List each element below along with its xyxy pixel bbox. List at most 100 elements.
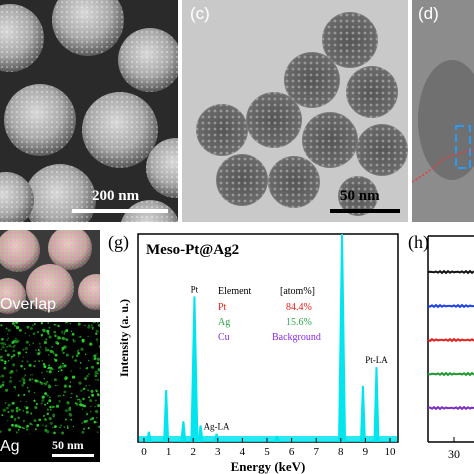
particle-texture: [82, 92, 158, 168]
ag-dot: [53, 378, 57, 382]
ag-dot: [28, 433, 31, 435]
ag-dot: [54, 358, 58, 362]
ag-dot: [35, 379, 38, 383]
ag-dot: [4, 343, 7, 346]
particle-texture: [246, 92, 302, 148]
ag-dot: [95, 332, 98, 335]
ag-dot: [3, 366, 7, 370]
table-value: 84.4%: [286, 302, 312, 313]
panel-label: (d): [418, 4, 439, 23]
ag-dot: [66, 425, 69, 427]
particle-texture: [268, 156, 320, 208]
ag-dot: [97, 322, 99, 324]
ag-dot: [7, 337, 9, 339]
spectrum-peak: [145, 431, 152, 442]
ag-dot: [61, 431, 65, 435]
ag-dot: [4, 360, 7, 363]
ag-dot: [46, 408, 49, 411]
ag-dot: [96, 392, 100, 396]
ag-dot: [34, 360, 36, 362]
ag-dot: [61, 330, 64, 333]
ag-dot: [12, 401, 15, 405]
ag-dot: [56, 342, 60, 345]
map-label: Ag: [0, 438, 20, 455]
ag-dot: [71, 332, 75, 336]
ag-dot: [48, 399, 52, 403]
ag-dot: [10, 358, 13, 360]
ag-dot: [73, 339, 76, 343]
scale-label: 50 nm: [52, 438, 84, 452]
ag-dot: [93, 420, 97, 424]
ag-dot: [40, 371, 44, 374]
ag-dot: [1, 345, 5, 349]
ag-dot: [40, 402, 43, 405]
ag-dot: [91, 326, 94, 329]
ag-dot: [0, 342, 3, 345]
ag-dot: [54, 334, 57, 338]
spectrum-trace: [427, 337, 474, 343]
ag-dot: [54, 384, 57, 387]
table-header-atom: [atom%]: [280, 286, 315, 297]
ag-dot: [86, 413, 89, 416]
ag-dot: [95, 399, 97, 402]
ag-dot: [89, 411, 92, 413]
ag-dot: [46, 430, 50, 434]
ag-dot: [6, 339, 8, 341]
ag-dot: [14, 388, 17, 390]
ag-dot: [44, 403, 47, 406]
ag-dot: [6, 346, 8, 348]
ag-dot: [25, 400, 27, 403]
particle-texture: [4, 84, 76, 156]
ag-dot: [24, 375, 26, 377]
ag-dot: [1, 359, 3, 361]
tem-particles: [196, 12, 408, 216]
ag-dot: [65, 377, 68, 380]
ag-dot: [61, 364, 65, 368]
ag-dot: [32, 342, 34, 345]
overlap-particles: [0, 230, 100, 314]
spectrum-trace: [427, 303, 474, 309]
ag-dot: [66, 427, 69, 429]
panel-label: (h): [408, 232, 429, 253]
particle-texture: [216, 154, 268, 206]
ag-dot: [63, 390, 67, 394]
ag-dot: [25, 410, 29, 414]
scale-bar: [52, 454, 94, 457]
ag-dot: [38, 360, 41, 363]
ag-dot: [30, 327, 33, 330]
peak-label: Pt-LA: [365, 355, 388, 365]
ag-dot: [55, 404, 60, 408]
eds-overlap-map: Overlap: [0, 230, 100, 318]
ag-dot: [38, 342, 41, 345]
ag-dot: [38, 418, 42, 422]
ag-dot: [29, 422, 32, 425]
ag-dot: [6, 406, 9, 410]
ag-dot: [0, 385, 2, 389]
ag-dot: [46, 394, 49, 397]
ag-dot: [23, 379, 26, 382]
ag-dot: [21, 426, 24, 429]
ag-dot: [7, 411, 10, 413]
spectrum-peak: [190, 296, 199, 442]
ag-dot: [50, 409, 52, 411]
ag-dot: [77, 398, 79, 401]
ag-dot: [74, 359, 77, 362]
ag-dot: [62, 394, 65, 397]
hrtem-image-panel: (d): [412, 0, 474, 222]
peak-label: Pt: [191, 284, 199, 294]
ag-dot: [46, 402, 49, 405]
ag-dot: [48, 354, 50, 356]
ag-dot: [36, 423, 40, 427]
ag-dot: [53, 425, 57, 429]
ag-dot: [2, 408, 6, 412]
ag-dot: [98, 425, 100, 428]
ag-dot: [5, 388, 9, 392]
ag-dot: [4, 362, 7, 365]
ag-dot: [63, 364, 67, 368]
ag-dot: [84, 324, 86, 327]
ag-dot: [45, 346, 47, 349]
panel-label: (g): [108, 232, 129, 253]
ag-dot: [75, 403, 79, 406]
ag-dot: [26, 424, 29, 428]
ag-dot: [10, 415, 14, 419]
